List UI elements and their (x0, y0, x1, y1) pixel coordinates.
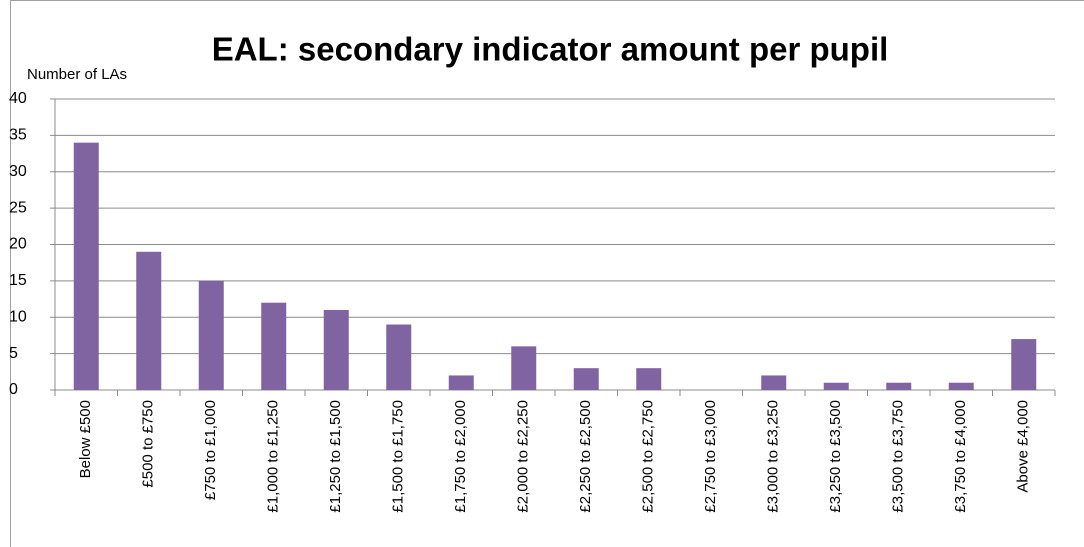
x-tick-label: £1,250 to £1,500 (327, 400, 344, 513)
y-tick-label: 10 (9, 308, 27, 325)
bar (323, 309, 349, 390)
y-tick-label: 25 (9, 199, 27, 216)
bar (948, 382, 974, 390)
x-tick-label: £2,500 to £2,750 (640, 400, 657, 513)
x-tick-label: £2,250 to £2,500 (577, 400, 594, 513)
bar (1011, 339, 1037, 390)
bar (761, 375, 787, 390)
x-tick-label: Above £4,000 (1015, 400, 1032, 493)
bar (511, 346, 537, 390)
bar (636, 368, 662, 390)
y-axis-label: Number of LAs (27, 66, 127, 83)
y-tick-label: 0 (9, 381, 18, 398)
x-tick-label: £2,000 to £2,250 (515, 400, 532, 513)
y-tick-label: 15 (9, 272, 27, 289)
bar (573, 368, 599, 390)
bar (261, 302, 287, 390)
y-tick-label: 5 (9, 345, 18, 362)
y-tick-label: 35 (9, 127, 27, 144)
x-tick-label: £1,500 to £1,750 (390, 400, 407, 513)
bar (823, 382, 849, 390)
y-tick-label: 20 (9, 236, 27, 253)
x-tick-label: £3,500 to £3,750 (890, 400, 907, 513)
bar (886, 382, 912, 390)
x-tick-label: £2,750 to £3,000 (702, 400, 719, 513)
bar (448, 375, 474, 390)
bar (136, 251, 162, 390)
chart-title: EAL: secondary indicator amount per pupi… (212, 31, 889, 68)
bar (198, 280, 224, 390)
bar (386, 324, 412, 390)
chart-frame (10, 0, 1084, 547)
y-tick-label: 30 (9, 163, 27, 180)
x-tick-label: £3,750 to £4,000 (952, 400, 969, 513)
x-tick-label: £3,000 to £3,250 (765, 400, 782, 513)
x-tick-label: Below £500 (77, 400, 94, 478)
x-tick-label: £3,250 to £3,500 (827, 400, 844, 513)
x-tick-label: £500 to £750 (140, 400, 157, 488)
x-tick-label: £750 to £1,000 (202, 400, 219, 500)
y-tick-label: 40 (9, 90, 27, 107)
x-tick-label: £1,750 to £2,000 (452, 400, 469, 513)
x-tick-label: £1,000 to £1,250 (265, 400, 282, 513)
bar (73, 142, 99, 390)
